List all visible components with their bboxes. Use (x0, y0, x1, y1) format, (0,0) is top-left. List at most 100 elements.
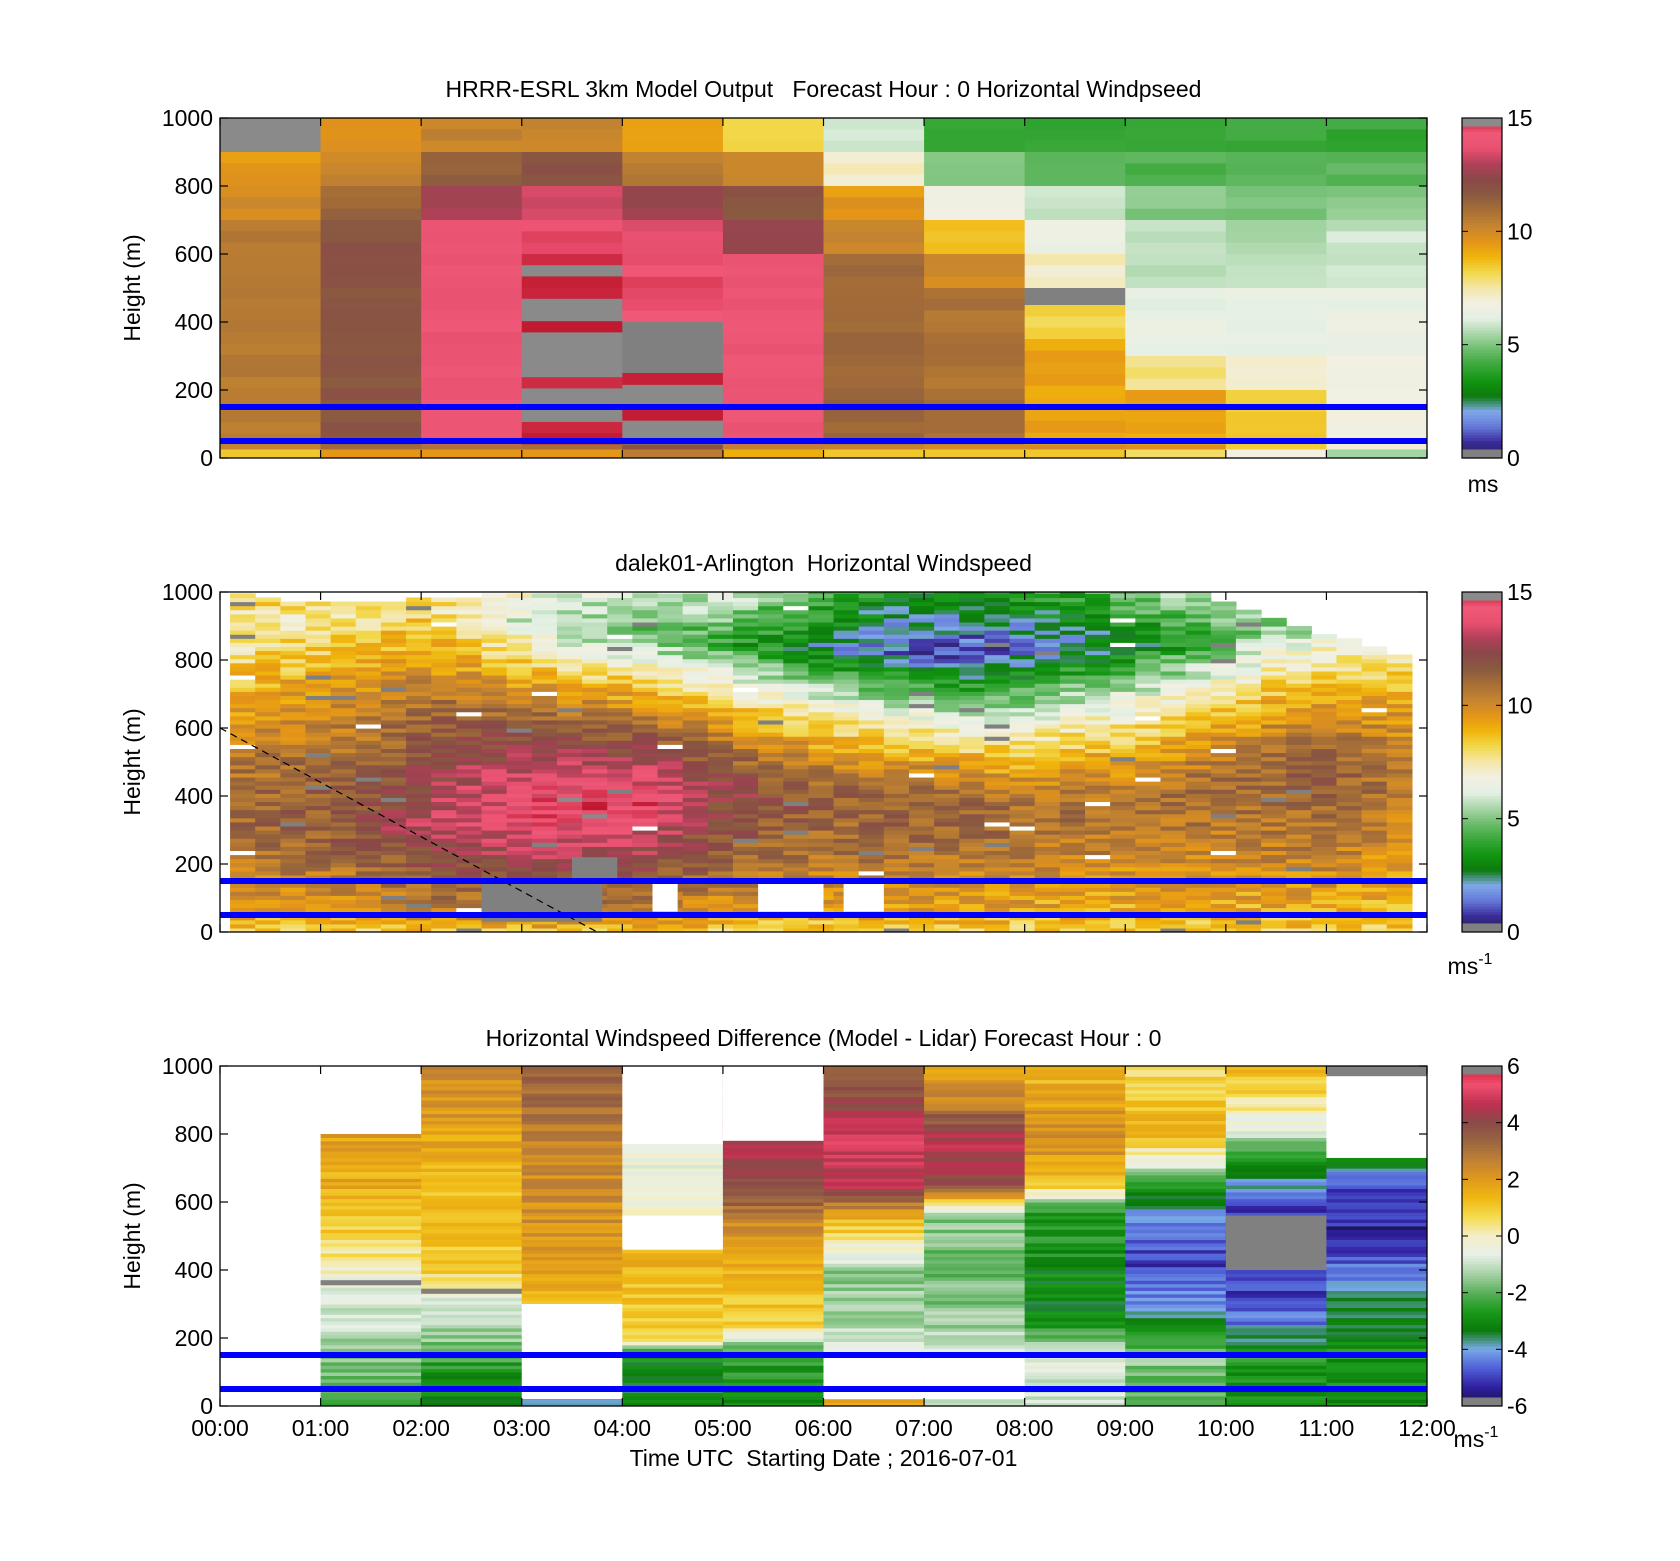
heatmap-cell (622, 1300, 724, 1305)
heatmap-cell (934, 613, 960, 619)
heatmap-cell (506, 748, 533, 754)
heatmap-cell (1361, 919, 1388, 925)
heatmap-cell (406, 621, 432, 627)
heatmap-cell (858, 776, 885, 782)
heatmap-cell (1185, 613, 1212, 619)
heatmap-cell (1085, 711, 1111, 717)
heatmap-cell (230, 740, 256, 745)
heatmap-cell (556, 679, 583, 684)
heatmap-cell (330, 899, 357, 905)
heatmap-cell (1160, 638, 1187, 643)
heatmap-cell (582, 854, 608, 860)
heatmap-cell (481, 866, 508, 872)
heatmap-cell (607, 756, 633, 762)
heatmap-cell (1034, 891, 1061, 896)
heatmap-cell (355, 695, 382, 701)
heatmap-cell (1386, 895, 1413, 900)
heatmap-cell (1361, 899, 1388, 905)
heatmap-cell (421, 1134, 523, 1138)
heatmap-cell (758, 768, 784, 774)
heatmap-cell (521, 1083, 623, 1087)
heatmap-cell (1286, 772, 1312, 778)
heatmap-cell (632, 650, 659, 656)
heatmap-cell (556, 862, 583, 868)
heatmap-cell (380, 821, 407, 827)
heatmap-cell (707, 895, 734, 900)
heatmap-cell (833, 797, 860, 803)
heatmap-cell (506, 605, 533, 611)
heatmap-cell (1059, 781, 1086, 786)
heatmap-cell (607, 772, 633, 778)
heatmap-cell (823, 118, 925, 130)
heatmap-cell (758, 923, 784, 929)
heatmap-cell (1225, 356, 1328, 368)
heatmap-cell (1009, 642, 1036, 647)
heatmap-cell (1009, 670, 1036, 676)
heatmap-cell (556, 707, 583, 713)
heatmap-cell (1311, 862, 1338, 868)
colorbar-segment (1462, 214, 1502, 218)
heatmap-cell (722, 197, 825, 210)
heatmap-cell (255, 793, 281, 798)
colorbar-segment (1462, 628, 1502, 633)
heatmap-cell (1135, 817, 1162, 823)
heatmap-cell (622, 1392, 724, 1397)
heatmap-cell (305, 679, 332, 684)
heatmap-cell (280, 903, 307, 909)
heatmap-cell (1135, 707, 1162, 713)
heatmap-cell (1135, 626, 1162, 631)
heatmap-cell (1009, 679, 1036, 684)
heatmap-cell (924, 366, 1026, 378)
heatmap-cell (858, 793, 885, 798)
heatmap-cell (632, 699, 659, 705)
heatmap-cell (707, 699, 734, 705)
heatmap-cell (280, 891, 307, 896)
heatmap-cell (722, 231, 825, 244)
heatmap-cell (783, 646, 810, 652)
panel-difference-heatmap (220, 1066, 1427, 1406)
heatmap-cell (1336, 862, 1363, 868)
heatmap-cell (722, 422, 825, 434)
heatmap-cell (883, 670, 910, 676)
heatmap-cell (255, 626, 281, 631)
colorbar-segment (1462, 424, 1502, 428)
heatmap-cell (305, 813, 332, 819)
heatmap-cell (707, 866, 734, 872)
heatmap-cell (582, 756, 608, 762)
heatmap-cell (1386, 891, 1413, 896)
heatmap-cell (1286, 695, 1312, 701)
heatmap-cell (1286, 642, 1312, 647)
heatmap-cell (1009, 593, 1036, 599)
heatmap-cell (220, 163, 322, 176)
heatmap-cell (1135, 907, 1162, 913)
heatmap-cell (280, 927, 307, 932)
heatmap-cell (924, 410, 1026, 423)
heatmap-cell (330, 617, 357, 623)
heatmap-cell (1110, 740, 1136, 745)
heatmap-cell (959, 593, 986, 599)
heatmap-cell (657, 654, 684, 660)
heatmap-cell (1110, 801, 1136, 807)
heatmap-cell (984, 805, 1011, 811)
heatmap-cell (1160, 785, 1187, 790)
heatmap-cell (280, 842, 307, 847)
heatmap-cell (380, 850, 407, 856)
heatmap-cell (531, 838, 558, 843)
heatmap-cell (531, 613, 558, 619)
heatmap-cell (1059, 740, 1086, 745)
heatmap-cell (924, 288, 1026, 300)
heatmap-cell (305, 789, 332, 794)
heatmap-cell (521, 1096, 623, 1101)
heatmap-cell (1135, 764, 1162, 770)
heatmap-cell (280, 723, 307, 729)
heatmap-cell (456, 907, 483, 913)
heatmap-cell (355, 732, 382, 737)
heatmap-cell (320, 1382, 422, 1387)
heatmap-cell (320, 1344, 422, 1349)
heatmap-cell (1336, 825, 1363, 831)
heatmap-cell (1110, 797, 1136, 803)
heatmap-cell (732, 874, 759, 880)
heatmap-cell (1135, 605, 1162, 611)
heatmap-cell (456, 821, 483, 827)
heatmap-cell (924, 388, 1026, 401)
